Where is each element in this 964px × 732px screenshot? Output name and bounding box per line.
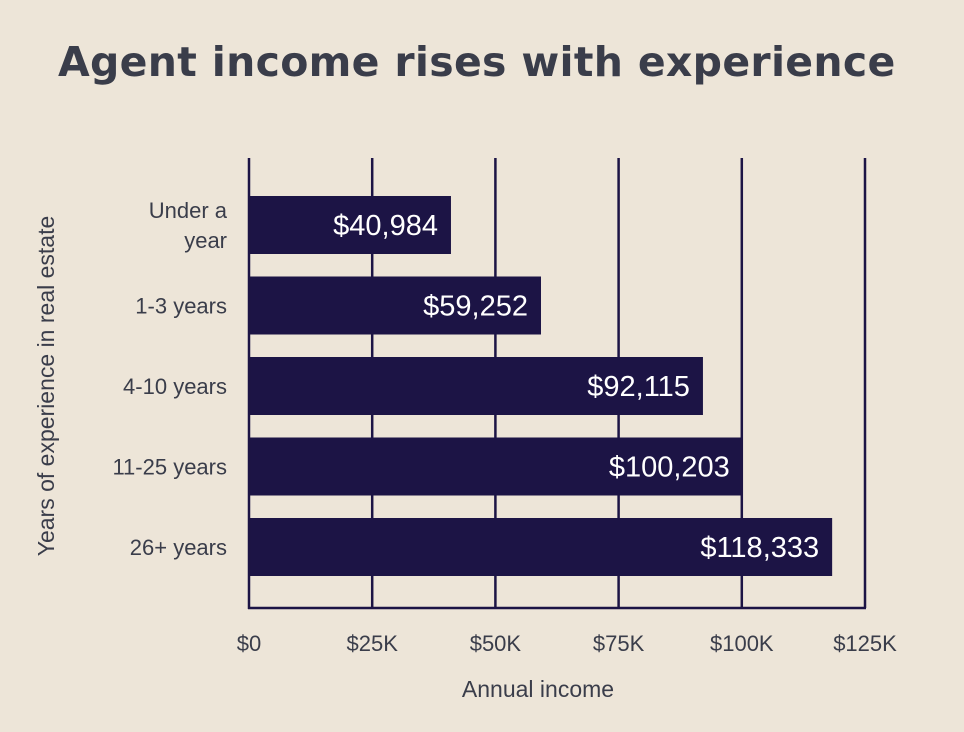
x-tick-label: $0 (237, 631, 261, 656)
x-tick-label: $75K (593, 631, 645, 656)
chart-title: Agent income rises with experience (58, 38, 896, 86)
category-label: Under a (149, 198, 228, 223)
data-label: $59,252 (423, 291, 528, 323)
y-axis-title: Years of experience in real estate (33, 216, 59, 557)
bar (249, 437, 743, 496)
category-label: 4-10 years (123, 374, 227, 399)
x-tick-label: $125K (833, 631, 897, 656)
data-label: $100,203 (609, 452, 730, 484)
category-label: 1-3 years (135, 294, 227, 319)
data-label: $118,333 (700, 532, 819, 564)
category-label: year (184, 228, 227, 253)
x-axis-title: Annual income (462, 676, 614, 702)
data-label: $40,984 (333, 210, 438, 242)
category-label: 26+ years (130, 535, 227, 560)
category-label: 11-25 years (112, 455, 227, 480)
x-tick-label: $100K (710, 631, 774, 656)
labels: $0 $25K $50K $75K $100K $125K $40,984 Under a ye… (112, 198, 897, 656)
axes (247, 158, 866, 610)
bar (249, 357, 703, 415)
bar (249, 518, 833, 576)
data-label: $92,115 (587, 371, 690, 403)
bar (249, 196, 451, 254)
x-tick-label: $25K (347, 631, 399, 656)
bars (249, 196, 833, 576)
bar (249, 276, 541, 335)
x-tick-label: $50K (470, 631, 522, 656)
